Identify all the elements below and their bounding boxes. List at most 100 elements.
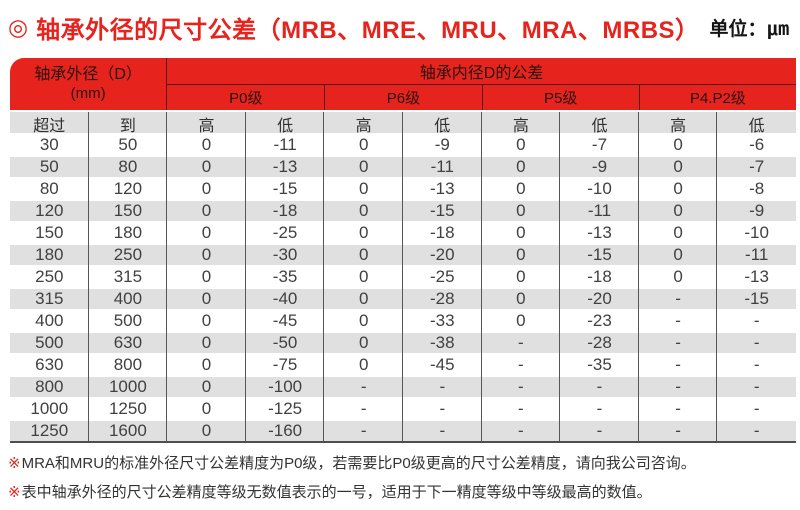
table-cell: 1000 bbox=[108, 377, 147, 396]
unit-label: 单位：μm bbox=[709, 18, 790, 40]
table-cell: 80 bbox=[39, 179, 59, 198]
table-cell: 250 bbox=[35, 267, 64, 286]
table-cell: 150 bbox=[35, 223, 64, 242]
table-cell: -40 bbox=[272, 289, 298, 308]
table-cell: 630 bbox=[113, 333, 143, 352]
table-cell: -9 bbox=[591, 157, 608, 176]
tolerance-header-section: 轴承内径D的公差 P0级 P6级 P5级 P4.P2级 bbox=[167, 58, 796, 110]
table-cell: 180 bbox=[113, 223, 143, 242]
table-body: 30 50 0 -11 0 -9 0 -7 0 -6 50 80 0 -13 0 -11 0 -9 0 -7 80 120… bbox=[10, 135, 796, 441]
table-cell: 0 bbox=[516, 267, 526, 286]
table-cell: - bbox=[439, 377, 446, 396]
column-header: 到 bbox=[119, 118, 136, 135]
grade-header: P5级 bbox=[481, 85, 639, 110]
table-cell: 120 bbox=[35, 201, 64, 220]
table-cell: -20 bbox=[587, 289, 612, 308]
table-cell: 1250 bbox=[108, 399, 147, 418]
table-cell: 0 bbox=[201, 245, 212, 264]
table-cell: - bbox=[439, 421, 446, 440]
table-cell: 0 bbox=[516, 311, 526, 330]
table-cell: -7 bbox=[749, 157, 765, 176]
tolerance-table: 轴承外径（D） (mm) 轴承内径D的公差 P0级 P6级 P5级 P4.P2级 超过… bbox=[10, 58, 796, 443]
table-cell: 0 bbox=[673, 157, 683, 176]
table-cell: 0 bbox=[201, 267, 212, 286]
grade-header: P4.P2级 bbox=[638, 85, 796, 110]
table-cell: -11 bbox=[587, 201, 612, 220]
tolerance-header: 轴承内径D的公差 bbox=[167, 58, 796, 85]
table-cell: -20 bbox=[430, 245, 455, 264]
table-cell: 0 bbox=[201, 201, 212, 220]
table-cell: 250 bbox=[113, 245, 143, 264]
column-header: 高 bbox=[670, 118, 687, 135]
page-title-row: ◎ 轴承外径的尺寸公差（MRB、MRE、MRU、MRA、MRBS） 单位：μm bbox=[8, 10, 796, 45]
table-cell: - bbox=[675, 399, 681, 418]
table-cell: -18 bbox=[587, 267, 612, 286]
table-row: 400 500 0 -45 0 -33 0 -23 - - bbox=[10, 311, 796, 333]
table-cell: 315 bbox=[35, 289, 64, 308]
table-cell: 500 bbox=[113, 311, 143, 330]
table-cell: - bbox=[439, 399, 446, 418]
table-cell: 0 bbox=[516, 223, 526, 242]
table-cell: 0 bbox=[516, 179, 526, 198]
table-cell: -10 bbox=[744, 223, 769, 242]
table-cell: -35 bbox=[272, 267, 298, 286]
table-cell: -13 bbox=[430, 179, 455, 198]
table-row: 1250 1600 0 -160 - - - - - - bbox=[10, 421, 796, 441]
column-header: 超过 bbox=[33, 118, 66, 135]
table-cell: 800 bbox=[113, 355, 143, 374]
table-cell: - bbox=[360, 399, 367, 418]
table-cell: 0 bbox=[201, 399, 212, 418]
column-header-row: 超过 到 高 低 高 低 高 低 高 低 bbox=[10, 112, 796, 135]
table-cell: 0 bbox=[201, 355, 212, 374]
table-cell: 0 bbox=[201, 223, 212, 242]
table-row: 250 315 0 -35 0 -25 0 -18 0 -13 bbox=[10, 267, 796, 289]
table-cell: - bbox=[753, 311, 760, 330]
table-cell: -13 bbox=[587, 223, 612, 242]
table-header: 轴承外径（D） (mm) 轴承内径D的公差 P0级 P6级 P5级 P4.P2级 bbox=[10, 58, 796, 110]
table-cell: -75 bbox=[272, 355, 298, 374]
table-cell: -7 bbox=[591, 135, 608, 154]
table-cell: - bbox=[518, 355, 524, 374]
table-cell: 0 bbox=[673, 135, 683, 154]
table-cell: -15 bbox=[587, 245, 612, 264]
table-row: 1000 1250 0 -125 - - - - - - bbox=[10, 399, 796, 421]
table-grid: 超过到高低高低高低高低 30 50 0 -11 0 -9 0 -7 0 -6 50 80 0 -13 0 -1… bbox=[10, 112, 796, 443]
outer-diameter-header-title: 轴承外径（D） bbox=[34, 66, 142, 84]
table-cell: 0 bbox=[201, 157, 212, 176]
table-cell: -23 bbox=[587, 311, 612, 330]
table-cell: -18 bbox=[272, 201, 298, 220]
table-cell: - bbox=[753, 377, 760, 396]
table-cell: -100 bbox=[268, 377, 303, 396]
table-cell: 0 bbox=[516, 245, 526, 264]
outer-diameter-header-unit: (mm) bbox=[70, 84, 106, 102]
table-cell: - bbox=[360, 421, 367, 440]
table-cell: -25 bbox=[430, 267, 455, 286]
table-cell: 0 bbox=[358, 355, 369, 374]
table-cell: -45 bbox=[430, 355, 455, 374]
table-cell: 120 bbox=[113, 179, 143, 198]
footnote-text: 表中轴承外径的尺寸公差精度等级无数值表示的一号，适用于下一精度等级中等级最高的数… bbox=[21, 484, 652, 501]
column-header: 高 bbox=[512, 118, 529, 135]
grade-header: P0级 bbox=[229, 90, 263, 107]
table-row: 120 150 0 -18 0 -15 0 -11 0 -9 bbox=[10, 201, 796, 223]
table-cell: -10 bbox=[587, 179, 612, 198]
table-row: 180 250 0 -30 0 -20 0 -15 0 -11 bbox=[10, 245, 796, 267]
table-cell: 1250 bbox=[30, 421, 69, 440]
table-cell: -13 bbox=[744, 267, 769, 286]
table-cell: 0 bbox=[516, 157, 526, 176]
table-cell: - bbox=[518, 399, 524, 418]
table-row: 630 800 0 -75 0 -45 - -35 - - bbox=[10, 355, 796, 377]
table-cell: -35 bbox=[587, 355, 612, 374]
table-cell: -160 bbox=[268, 421, 303, 440]
table-cell: - bbox=[596, 377, 603, 396]
table-cell: - bbox=[518, 333, 524, 352]
table-cell: - bbox=[753, 355, 760, 374]
table-cell: 400 bbox=[113, 289, 143, 308]
grade-header: P6级 bbox=[324, 85, 481, 110]
table-row: 500 630 0 -50 0 -38 - -28 - - bbox=[10, 333, 796, 355]
table-cell: 80 bbox=[118, 157, 138, 176]
table-cell: -18 bbox=[430, 223, 455, 242]
table-cell: 0 bbox=[201, 377, 212, 396]
table-cell: 0 bbox=[673, 267, 683, 286]
table-cell: 800 bbox=[35, 377, 64, 396]
